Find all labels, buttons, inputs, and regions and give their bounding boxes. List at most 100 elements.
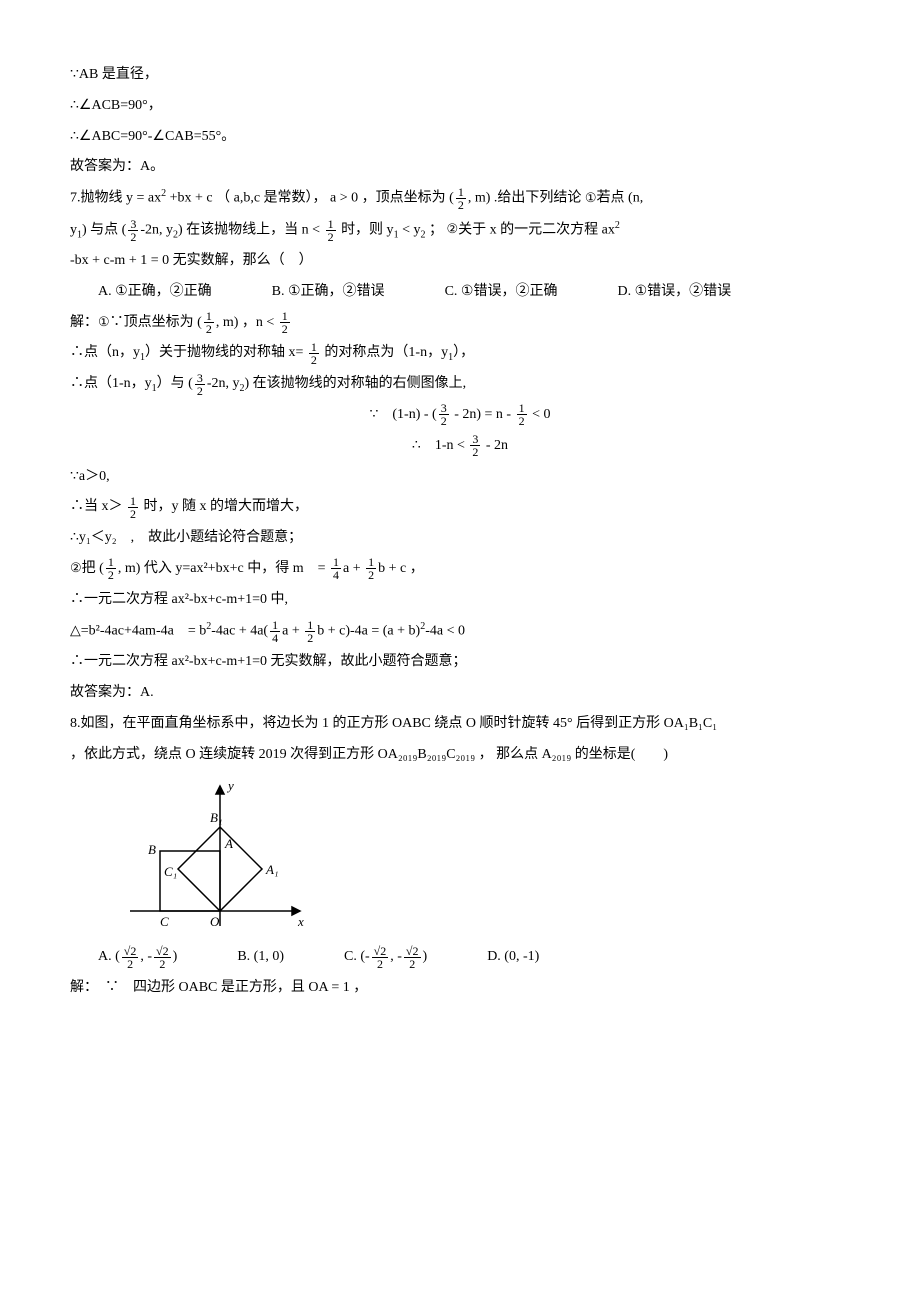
- p7-eq1: ∵ (1-n) - (32 - 2n) = n - 12 < 0: [70, 400, 850, 431]
- text: ）关于抛物线的对称轴 x=: [145, 345, 307, 360]
- text: - 2n: [482, 438, 508, 453]
- text: a +: [343, 561, 364, 576]
- num: 1: [326, 218, 336, 231]
- frac-sqrt2-2: √22: [372, 945, 389, 970]
- text: b + c)-4a = (a + b): [317, 623, 420, 638]
- text: 把 (: [82, 561, 104, 576]
- text: 时，y 随 x 的增大而增大，: [140, 499, 308, 514]
- p6-answer: 故答案为：A。: [70, 152, 850, 183]
- sqrt: √2: [156, 944, 169, 958]
- p7-question-l3: -bx + c-m + 1 = 0 无实数解，那么（ ）: [70, 246, 850, 277]
- p7-sol-l10: ∴一元二次方程 ax²-bx+c-m+1=0 无实数解，故此小题符合题意；: [70, 647, 850, 678]
- frac-half: 12: [280, 310, 290, 335]
- den: 2: [106, 569, 116, 581]
- p8-figure: y x O C B A A₁ B₁ C₁: [110, 776, 310, 936]
- text: ∴点（1-n，y: [70, 376, 152, 391]
- sqrt: √2: [406, 944, 419, 958]
- text: 的对称点为（1-n，y: [321, 345, 448, 360]
- frac-quarter: 14: [270, 619, 280, 644]
- text: ；: [425, 222, 446, 237]
- frac-sqrt2-2: √22: [122, 945, 139, 970]
- p7-question-l2: y1) 与点 (32-2n, y2) 在该抛物线上，当 n < 12 时，则 y…: [70, 215, 850, 246]
- den: 2: [154, 958, 171, 970]
- text: ): [173, 949, 178, 964]
- frac-quarter: 14: [331, 556, 341, 581]
- text: -2n, y: [207, 376, 240, 391]
- fig-label-b1: B₁: [210, 810, 222, 825]
- text: 若点 (n,: [597, 191, 644, 206]
- p7-opt-c: C. ①错误，②正确: [445, 277, 558, 308]
- fig-label-c1: C₁: [164, 864, 177, 879]
- text: ），: [453, 345, 474, 360]
- text: , m) .给出下列结论: [468, 191, 585, 206]
- text: 7.抛物线 y = ax: [70, 191, 161, 206]
- frac-3-2: 32: [195, 372, 205, 397]
- den: 2: [404, 958, 421, 970]
- den: 2: [204, 323, 214, 335]
- frac-half: 12: [326, 218, 336, 243]
- fig-label-b: B: [148, 842, 156, 857]
- p7-sol-l4: ∵a＞0,: [70, 462, 850, 493]
- circled-2: ②: [70, 554, 82, 583]
- frac-half: 12: [106, 556, 116, 581]
- text: 时，则 y: [338, 222, 394, 237]
- p7-sol-l7: ②把 (12, m) 代入 y=ax²+bx+c 中，得 m = 14a + 1…: [70, 554, 850, 585]
- text: ) 在该抛物线上，当 n <: [178, 222, 324, 237]
- den: 2: [470, 446, 480, 458]
- p7-sol-l5: ∴当 x＞ 12 时，y 随 x 的增大而增大，: [70, 492, 850, 523]
- frac-half: 12: [204, 310, 214, 335]
- p6-line1: ∵AB 是直径，: [70, 60, 850, 91]
- p8-sol-l1: 解： ∵ 四边形 OABC 是正方形，且 OA = 1 ，: [70, 973, 850, 1004]
- circled-1: ①: [585, 184, 597, 213]
- p7-options: A. ①正确，②正确 B. ①正确，②错误 C. ①错误，②正确 D. ①错误，…: [98, 277, 850, 308]
- sqrt: √2: [374, 944, 387, 958]
- p7-sol-l6: ∴y₁＜y₂ , 故此小题结论符合题意；: [70, 523, 850, 554]
- den: 2: [309, 354, 319, 366]
- num: 3: [128, 218, 138, 231]
- circled-1: ①: [98, 308, 110, 337]
- den: 2: [280, 323, 290, 335]
- den: 4: [270, 632, 280, 644]
- num: 1: [128, 495, 138, 508]
- frac-half: 12: [366, 556, 376, 581]
- num: √2: [404, 945, 421, 958]
- text: < y: [399, 222, 421, 237]
- frac-3-2: 32: [470, 433, 480, 458]
- den: 2: [517, 415, 527, 427]
- text: , -: [390, 949, 402, 964]
- fig-label-o: O: [210, 914, 220, 929]
- num: √2: [122, 945, 139, 958]
- num: 3: [195, 372, 205, 385]
- text: ) 与点 (: [82, 222, 126, 237]
- text: ∴点（n，y: [70, 345, 140, 360]
- den: 2: [128, 508, 138, 520]
- den: 2: [372, 958, 389, 970]
- den: 2: [439, 415, 449, 427]
- text: , m) ，n <: [216, 315, 278, 330]
- den: 2: [305, 632, 315, 644]
- text: ∵ (1-n) - (: [369, 407, 436, 422]
- p7-answer: 故答案为：A.: [70, 678, 850, 709]
- frac-half: 12: [305, 619, 315, 644]
- text: ): [423, 949, 428, 964]
- text: < 0: [529, 407, 551, 422]
- p7-opt-d: D. ①错误，②错误: [617, 277, 731, 308]
- den: 2: [456, 199, 466, 211]
- p8-opt-a: A. (√22, -√22): [98, 942, 177, 973]
- text: -2n, y: [140, 222, 173, 237]
- text: , -: [140, 949, 152, 964]
- text: -4ac + 4a(: [211, 623, 268, 638]
- num: √2: [154, 945, 171, 958]
- frac-half: 12: [517, 402, 527, 427]
- text: △=b²-4ac+4am-4a = b: [70, 623, 206, 638]
- fig-label-a1: A₁: [265, 862, 278, 877]
- den: 2: [122, 958, 139, 970]
- p7-opt-a: A. ①正确，②正确: [98, 277, 212, 308]
- text: ∵顶点坐标为 (: [110, 315, 202, 330]
- p6-line3: ∴∠ABC=90°-∠CAB=55°。: [70, 122, 850, 153]
- frac-half: 12: [309, 341, 319, 366]
- p8-question-l1: 8.如图，在平面直角坐标系中，将边长为 1 的正方形 OABC 绕点 O 顺时针…: [70, 709, 850, 740]
- sqrt: √2: [124, 944, 137, 958]
- p7-sol-l8: ∴一元二次方程 ax²-bx+c-m+1=0 中,: [70, 585, 850, 616]
- text: 解：: [70, 315, 98, 330]
